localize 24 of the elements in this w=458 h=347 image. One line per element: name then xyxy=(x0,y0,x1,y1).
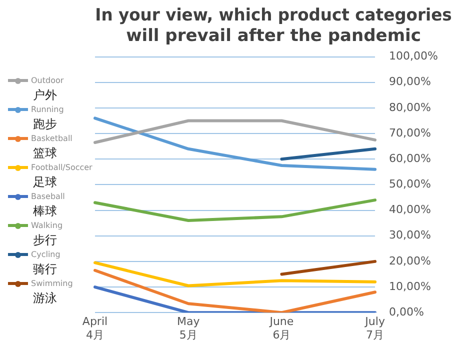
y-tick-label: 30,00% xyxy=(389,228,432,242)
legend-label: Basketball 篮球 xyxy=(31,134,74,162)
x-tick-label: June 6月 xyxy=(268,315,294,342)
legend-label: Baseball 棒球 xyxy=(31,192,66,220)
legend-label: Football/Soccer 足球 xyxy=(31,163,94,191)
legend-label: Outdoor 户外 xyxy=(31,76,65,104)
legend-label: Walking 步行 xyxy=(31,221,64,249)
y-tick-label: 40,00% xyxy=(389,203,432,216)
y-tick-label: 60,00% xyxy=(389,152,432,165)
y-tick-label: 100,00% xyxy=(389,50,438,63)
y-tick-label: 80,00% xyxy=(389,100,432,114)
y-tick-label: 70,00% xyxy=(389,126,432,140)
x-tick-label: May 5月 xyxy=(176,315,200,342)
x-tick-label: April 4月 xyxy=(82,315,108,342)
legend-label: Running 跑步 xyxy=(31,105,65,133)
y-tick-label: 90,00% xyxy=(389,75,432,88)
chart-title: In your view, which product categories will prevail after the pandemic xyxy=(95,5,452,46)
legend-label: Cycling 骑行 xyxy=(31,250,62,278)
x-tick-label: July 7月 xyxy=(364,315,386,342)
y-tick-label: 10,00% xyxy=(389,280,432,293)
y-tick-label: 0,00% xyxy=(389,305,424,318)
y-tick-label: 50,00% xyxy=(389,178,432,191)
legend-label: Swimming 游泳 xyxy=(31,279,74,307)
y-tick-label: 20,00% xyxy=(389,254,432,268)
